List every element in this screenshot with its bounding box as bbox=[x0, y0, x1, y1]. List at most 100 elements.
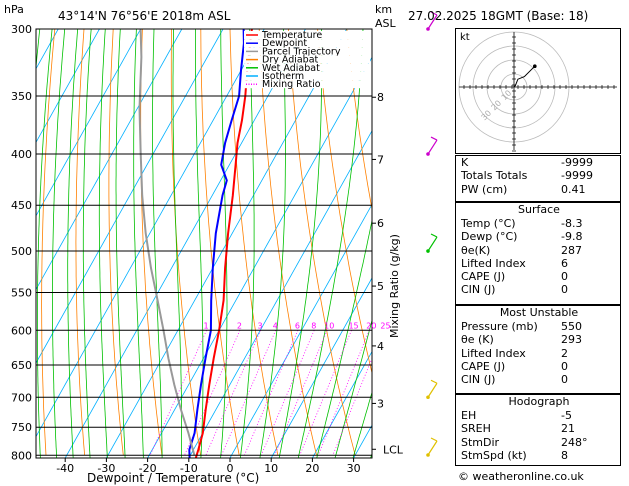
most-unstable-row: θe (K) 293 bbox=[456, 333, 622, 346]
wet-adiabat-line bbox=[297, 29, 364, 458]
mixing-ratio-axis-label: Mixing Ratio (g/kg) bbox=[388, 234, 401, 338]
x-tick-label: 10 bbox=[264, 462, 278, 475]
datetime-title: 27.02.2025 18GMT (Base: 18) bbox=[408, 9, 588, 23]
wet-adiabat-line bbox=[115, 29, 126, 458]
most-unstable-label: θe (K) bbox=[461, 333, 494, 347]
wind-barb-flag bbox=[430, 379, 438, 384]
wet-adiabat-line bbox=[67, 29, 79, 458]
surface-value: -8.3 bbox=[561, 217, 583, 230]
mixing-ratio-label: 25 bbox=[380, 321, 390, 330]
pressure-tick-label: 550 bbox=[11, 286, 32, 299]
pressure-tick-label: 750 bbox=[11, 421, 32, 434]
most-unstable-value: 2 bbox=[561, 346, 568, 360]
copyright-footer: © weatheronline.co.uk bbox=[458, 470, 584, 483]
most-unstable-value: 293 bbox=[561, 333, 582, 347]
wind-barb-flag bbox=[430, 11, 438, 16]
isotherm-line bbox=[188, 130, 372, 458]
legend-bg bbox=[244, 39, 370, 48]
pressure-unit-label: hPa bbox=[4, 3, 24, 16]
wet-adiabat-line bbox=[239, 29, 255, 458]
wet-adiabat-line bbox=[37, 29, 53, 458]
most-unstable-value: 550 bbox=[561, 320, 582, 333]
legend-bg bbox=[244, 63, 370, 72]
km-tick-label: LCL bbox=[383, 443, 404, 456]
temperature-series bbox=[194, 29, 253, 458]
hodograph-frame bbox=[455, 28, 621, 154]
pw-label: PW (cm) bbox=[461, 182, 508, 196]
mixing-ratio-label: 15 bbox=[348, 321, 358, 330]
surface-value: 6 bbox=[561, 256, 568, 270]
wet-adiabat-line bbox=[98, 29, 108, 458]
most-unstable-row: CIN (J) 0 bbox=[456, 373, 622, 386]
tt-value: -9999 bbox=[561, 169, 593, 183]
isotherm-line bbox=[36, 29, 183, 291]
wind-barb-base bbox=[426, 249, 430, 253]
hodograph-table-box: Hodograph EH -5 SREH 21 StmDir 248° StmSpd (kt… bbox=[455, 394, 621, 466]
wind-barb bbox=[427, 236, 438, 252]
isotherm-line bbox=[36, 29, 141, 217]
wet-adiabat-line bbox=[352, 390, 372, 458]
x-tick-label: 20 bbox=[305, 462, 319, 475]
most-unstable-label: Lifted Index bbox=[461, 346, 526, 360]
legend-bg bbox=[244, 31, 370, 39]
x-axis-label: Dewpoint / Temperature (°C) bbox=[87, 471, 259, 485]
surface-value: -9.8 bbox=[561, 230, 583, 244]
surface-row: CIN (J) 0 bbox=[456, 283, 622, 296]
legend-bg bbox=[244, 80, 370, 89]
most-unstable-row: CAPE (J) 0 bbox=[456, 360, 622, 373]
most-unstable-label: Pressure (mb) bbox=[461, 320, 538, 333]
km-tick-label: 7 bbox=[377, 153, 384, 166]
surface-value: 0 bbox=[561, 270, 568, 284]
x-tick-label: -30 bbox=[97, 462, 115, 475]
location-title: 43°14'N 76°56'E 2018m ASL bbox=[58, 9, 231, 23]
pressure-tick-label: 450 bbox=[11, 199, 32, 212]
most-unstable-row: Pressure (mb) 550 bbox=[456, 320, 622, 333]
dry-adiabat-line bbox=[346, 29, 372, 212]
legend-entry: Dry Adiabat bbox=[262, 55, 319, 66]
most-unstable-value: 0 bbox=[561, 359, 568, 373]
surface-value: 287 bbox=[561, 243, 582, 257]
most-unstable-title: Most Unstable bbox=[499, 306, 579, 319]
wind-barb-flag bbox=[430, 233, 438, 238]
hodograph-value: 21 bbox=[561, 422, 575, 436]
x-tick-label: -20 bbox=[139, 462, 157, 475]
most-unstable-label: CAPE (J) bbox=[461, 359, 506, 373]
km-tick-label: 3 bbox=[377, 397, 384, 410]
most-unstable-box: Most Unstable Pressure (mb) 550 θe (K) 293 L… bbox=[455, 305, 621, 394]
legend-entry: Parcel Trajectory bbox=[262, 46, 341, 57]
pressure-tick-label: 600 bbox=[11, 324, 32, 337]
wind-barb bbox=[427, 14, 438, 30]
surface-title: Surface bbox=[518, 203, 560, 216]
wet-adiabat-line bbox=[316, 218, 372, 458]
km-tick-label: 8 bbox=[377, 91, 384, 104]
hodograph-table-title: Hodograph bbox=[508, 395, 570, 408]
isotherm-line bbox=[147, 56, 372, 458]
k-value: -9999 bbox=[561, 156, 593, 169]
legend-entry: Dewpoint bbox=[262, 38, 307, 49]
wet-adiabat-line bbox=[133, 29, 144, 458]
mixing-ratio-label: 6 bbox=[295, 321, 300, 330]
wet-adiabat-line bbox=[195, 29, 204, 458]
surface-row: Temp (°C) -8.3 bbox=[456, 217, 622, 230]
hodograph-value: -5 bbox=[561, 409, 572, 422]
surface-row: Lifted Index 6 bbox=[456, 257, 622, 270]
mixing-ratio-label: 2 bbox=[237, 321, 242, 330]
wet-adiabat-line bbox=[334, 318, 372, 458]
legend-entry: Temperature bbox=[261, 30, 322, 41]
dewpoint-series bbox=[188, 29, 245, 458]
wind-barb-base bbox=[426, 27, 430, 31]
most-unstable-row: Lifted Index 2 bbox=[456, 347, 622, 360]
legend-bg bbox=[244, 47, 370, 56]
x-tick-label: -40 bbox=[56, 462, 74, 475]
hodograph-trace bbox=[513, 65, 536, 88]
isotherm-line bbox=[64, 29, 306, 458]
km-tick-label: 4 bbox=[377, 340, 384, 353]
wet-adiabat-line bbox=[152, 29, 163, 458]
mixing-ratio-label: 8 bbox=[311, 321, 316, 330]
wind-barb-flag bbox=[430, 437, 438, 442]
hodograph-row: StmSpd (kt) 8 bbox=[456, 449, 622, 462]
isotherm-line bbox=[36, 29, 265, 438]
pressure-tick-label: 350 bbox=[11, 90, 32, 103]
surface-box: Surface Temp (°C) -8.3 Dewp (°C) -9.8 θe(K) 2… bbox=[455, 202, 621, 305]
